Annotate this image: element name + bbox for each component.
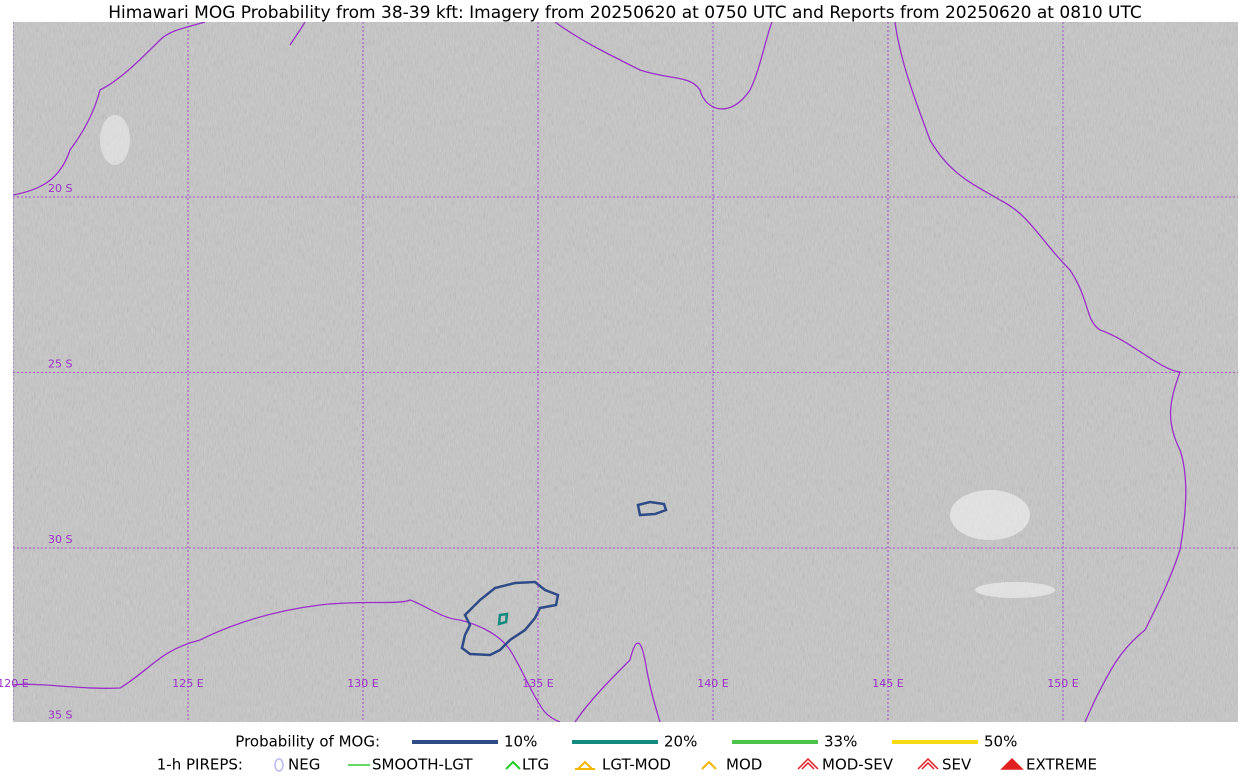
pirep-label: LTG	[522, 756, 549, 774]
pirep-label: EXTREME	[1026, 756, 1097, 774]
legend-title: Probability of MOG:	[235, 733, 380, 751]
legend-label: 33%	[824, 733, 857, 751]
cloud	[100, 115, 130, 165]
grid	[13, 22, 1238, 722]
lon-label: 120 E	[0, 677, 29, 690]
image-texture	[13, 22, 1238, 722]
cloud	[950, 490, 1030, 540]
lon-label: 150 E	[1047, 677, 1078, 690]
lon-label: 125 E	[172, 677, 203, 690]
pirep-icon	[797, 757, 819, 770]
pirep-icon	[274, 758, 284, 772]
legend-label: 10%	[504, 733, 537, 751]
pirep-label: SMOOTH-LGT	[372, 756, 473, 774]
pirep-icon	[575, 760, 595, 770]
lat-label: 25 S	[48, 358, 72, 371]
cloud	[975, 582, 1055, 598]
lon-label: 140 E	[697, 677, 728, 690]
lon-label: 145 E	[872, 677, 903, 690]
legend-title: 1-h PIREPS:	[157, 756, 243, 774]
pirep-icon	[505, 760, 521, 770]
legend-label: 50%	[984, 733, 1017, 751]
pirep-label: NEG	[288, 756, 320, 774]
pirep-icon	[701, 760, 717, 770]
lat-label: 20 S	[48, 182, 72, 195]
legend: Probability of MOG: 10% 20% 33% 50% 1-h PIREP…	[157, 733, 1097, 774]
map	[13, 22, 1238, 722]
lat-label: 30 S	[48, 533, 72, 546]
legend-label: 20%	[664, 733, 697, 751]
title: Himawari MOG Probability from 38-39 kft:…	[108, 3, 1142, 23]
pirep-label: MOD-SEV	[822, 756, 894, 774]
pirep-label: LGT-MOD	[602, 756, 671, 774]
pirep-icon	[917, 757, 939, 770]
coastline	[13, 22, 1187, 722]
lon-label: 135 E	[522, 677, 553, 690]
pirep-icon	[1000, 757, 1024, 770]
mog-contours	[460, 500, 668, 657]
lat-label: 35 S	[48, 709, 72, 722]
pirep-label: MOD	[726, 756, 762, 774]
lon-label: 130 E	[347, 677, 378, 690]
pirep-label: SEV	[942, 756, 972, 774]
